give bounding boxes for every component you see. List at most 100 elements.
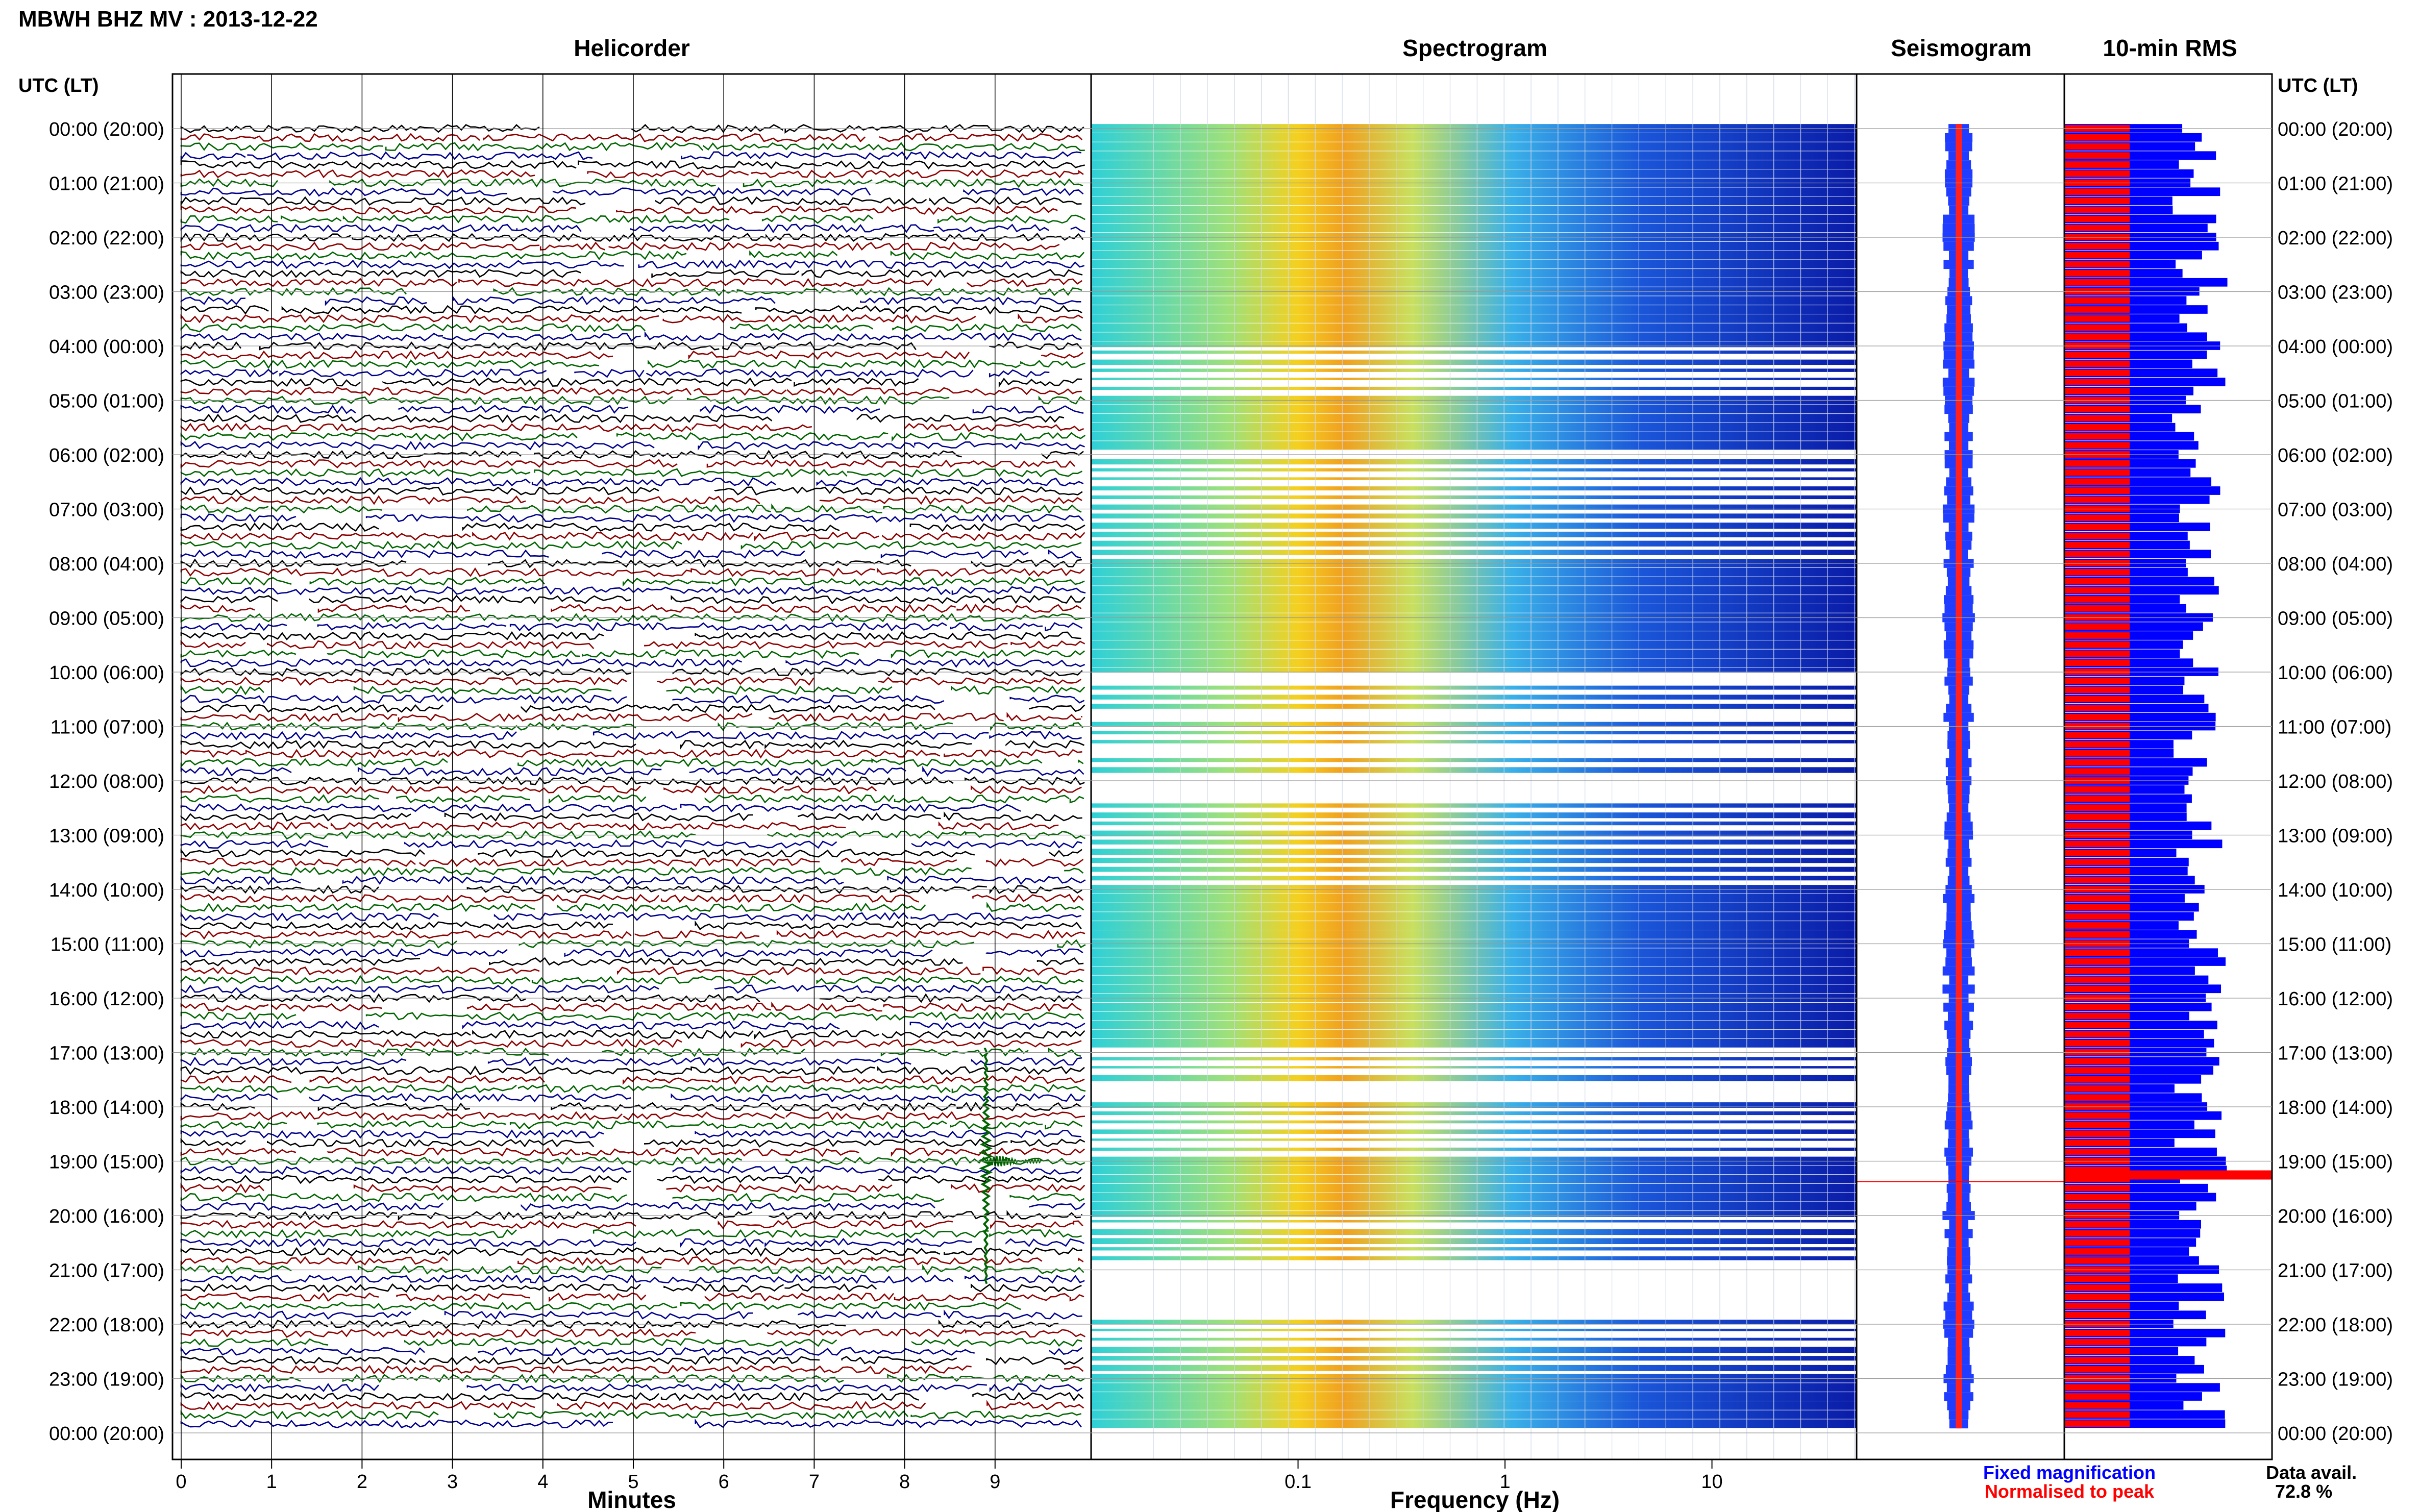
helicorder-trace [419, 1356, 820, 1366]
helicorder-trace [180, 432, 407, 441]
rms-bar-normalised [2064, 795, 2130, 802]
helicorder-trace [887, 875, 1086, 885]
spectrogram-row [1091, 269, 1857, 278]
helicorder-trace [882, 532, 1085, 541]
rms-bar-normalised [2064, 1302, 2130, 1309]
helicorder-trace [631, 123, 784, 133]
spectrogram-row [1091, 1030, 1857, 1038]
helicorder-trace [785, 613, 1085, 623]
helicorder-trace [914, 441, 1085, 450]
rms-bar-normalised [2064, 1311, 2130, 1319]
rms-bar-normalised [2064, 333, 2130, 340]
helicorder-trace [180, 1002, 269, 1012]
helicorder-trace [180, 766, 292, 777]
rms-bar-normalised [2064, 1329, 2130, 1336]
spectrogram-title: Spectrogram [1402, 35, 1547, 61]
helicorder-trace [966, 278, 1082, 287]
helicorder-trace [767, 1328, 966, 1337]
seismogram-normalised [1956, 1301, 1962, 1311]
helicorder-trace [1041, 352, 1083, 359]
helicorder-trace [180, 1228, 517, 1239]
helicorder-trace [972, 894, 1084, 903]
helicorder-trace [180, 1211, 398, 1220]
helicorder-trace [398, 712, 753, 723]
rms-bar-normalised [2064, 188, 2130, 195]
seismogram-normalised [1956, 1111, 1962, 1121]
time-label-right: 07:00 (03:00) [2278, 500, 2393, 521]
helicorder-trace [944, 1247, 1082, 1257]
spectrogram-row [1091, 241, 1857, 251]
helicorder-trace [180, 241, 540, 251]
helicorder-trace [688, 350, 970, 360]
helicorder-trace [180, 639, 246, 649]
rms-bar-normalised [2064, 134, 2130, 141]
helicorder-trace [704, 794, 895, 804]
helicorder-trace [180, 1202, 443, 1211]
seismogram-normalised [1956, 948, 1962, 958]
spectrogram-row [1091, 323, 1857, 332]
time-label-right: 11:00 (07:00) [2278, 717, 2391, 738]
rms-bar-normalised [2064, 1112, 2130, 1119]
helicorder-trace [950, 622, 1043, 632]
spectrogram-row [1091, 1175, 1857, 1183]
helicorder-trace [944, 811, 1082, 822]
seismogram-normalised [1956, 758, 1962, 767]
helicorder-trace [680, 1238, 764, 1248]
seismogram-normalised [1956, 1229, 1962, 1238]
helicorder-trace [989, 369, 1050, 378]
helicorder-trace [180, 558, 407, 568]
seismogram-normalised [1956, 749, 1962, 758]
spectrogram-row [1091, 667, 1857, 673]
helicorder-trace [816, 975, 1084, 985]
helicorder-trace [1069, 796, 1084, 804]
seismogram-normalised [1956, 1283, 1962, 1293]
rms-bar-normalised [2064, 850, 2130, 856]
seismogram-normalised [1956, 1038, 1962, 1048]
helicorder-trace [493, 911, 909, 922]
helicorder-trace [180, 740, 636, 750]
helicorder-trace [1074, 698, 1085, 704]
rms-bar-normalised [2064, 985, 2130, 993]
helicorder-trace [892, 432, 1086, 442]
helicorder-trace [1045, 622, 1083, 632]
helicorder-trace [180, 251, 687, 260]
rms-bar-normalised [2064, 1031, 2130, 1037]
helicorder-trace [180, 694, 627, 704]
time-label-right: 03:00 (23:00) [2278, 282, 2393, 304]
spectrogram-row [1091, 432, 1857, 441]
helicorder-trace [385, 142, 704, 152]
helicorder-trace [180, 1137, 246, 1147]
spectrogram-row [1091, 740, 1857, 743]
spectrogram-row [1091, 640, 1857, 649]
helicorder-trace [1049, 849, 1082, 857]
helicorder-trace [247, 151, 593, 161]
helicorder-trace [438, 1247, 941, 1257]
time-label-right: 09:00 (05:00) [2278, 608, 2393, 630]
helicorder-trace [180, 939, 457, 949]
seismogram-normalised [1956, 622, 1962, 632]
helicorder-trace [180, 1401, 535, 1410]
helicorder-trace [180, 1391, 659, 1401]
helicorder-trace [180, 830, 696, 840]
seismogram-normalised [1956, 921, 1962, 930]
seismogram-normalised [1956, 550, 1962, 559]
helicorder-trace [847, 468, 1082, 478]
seismogram-normalised [1956, 1365, 1962, 1374]
seismogram-normalised [1956, 1256, 1962, 1266]
helicorder-trace [180, 1265, 292, 1275]
spectrogram-row [1091, 1383, 1857, 1392]
helicorder-trace [180, 540, 682, 550]
helicorder-trace [933, 224, 1050, 233]
helicorder-xtick-label: 9 [990, 1471, 1000, 1493]
helicorder-trace [180, 1084, 517, 1094]
seismogram-normalised [1956, 567, 1962, 577]
helicorder-trace [180, 123, 540, 133]
helicorder-trace [180, 984, 659, 994]
helicorder-trace [472, 1029, 754, 1039]
spectrogram-xtick-label: 10 [1701, 1471, 1722, 1493]
rms-bar-normalised [2064, 170, 2130, 177]
seismogram-normalised [1956, 459, 1962, 468]
helicorder-trace [517, 1084, 951, 1094]
helicorder-trace [180, 522, 379, 532]
helicorder-trace [309, 594, 631, 605]
